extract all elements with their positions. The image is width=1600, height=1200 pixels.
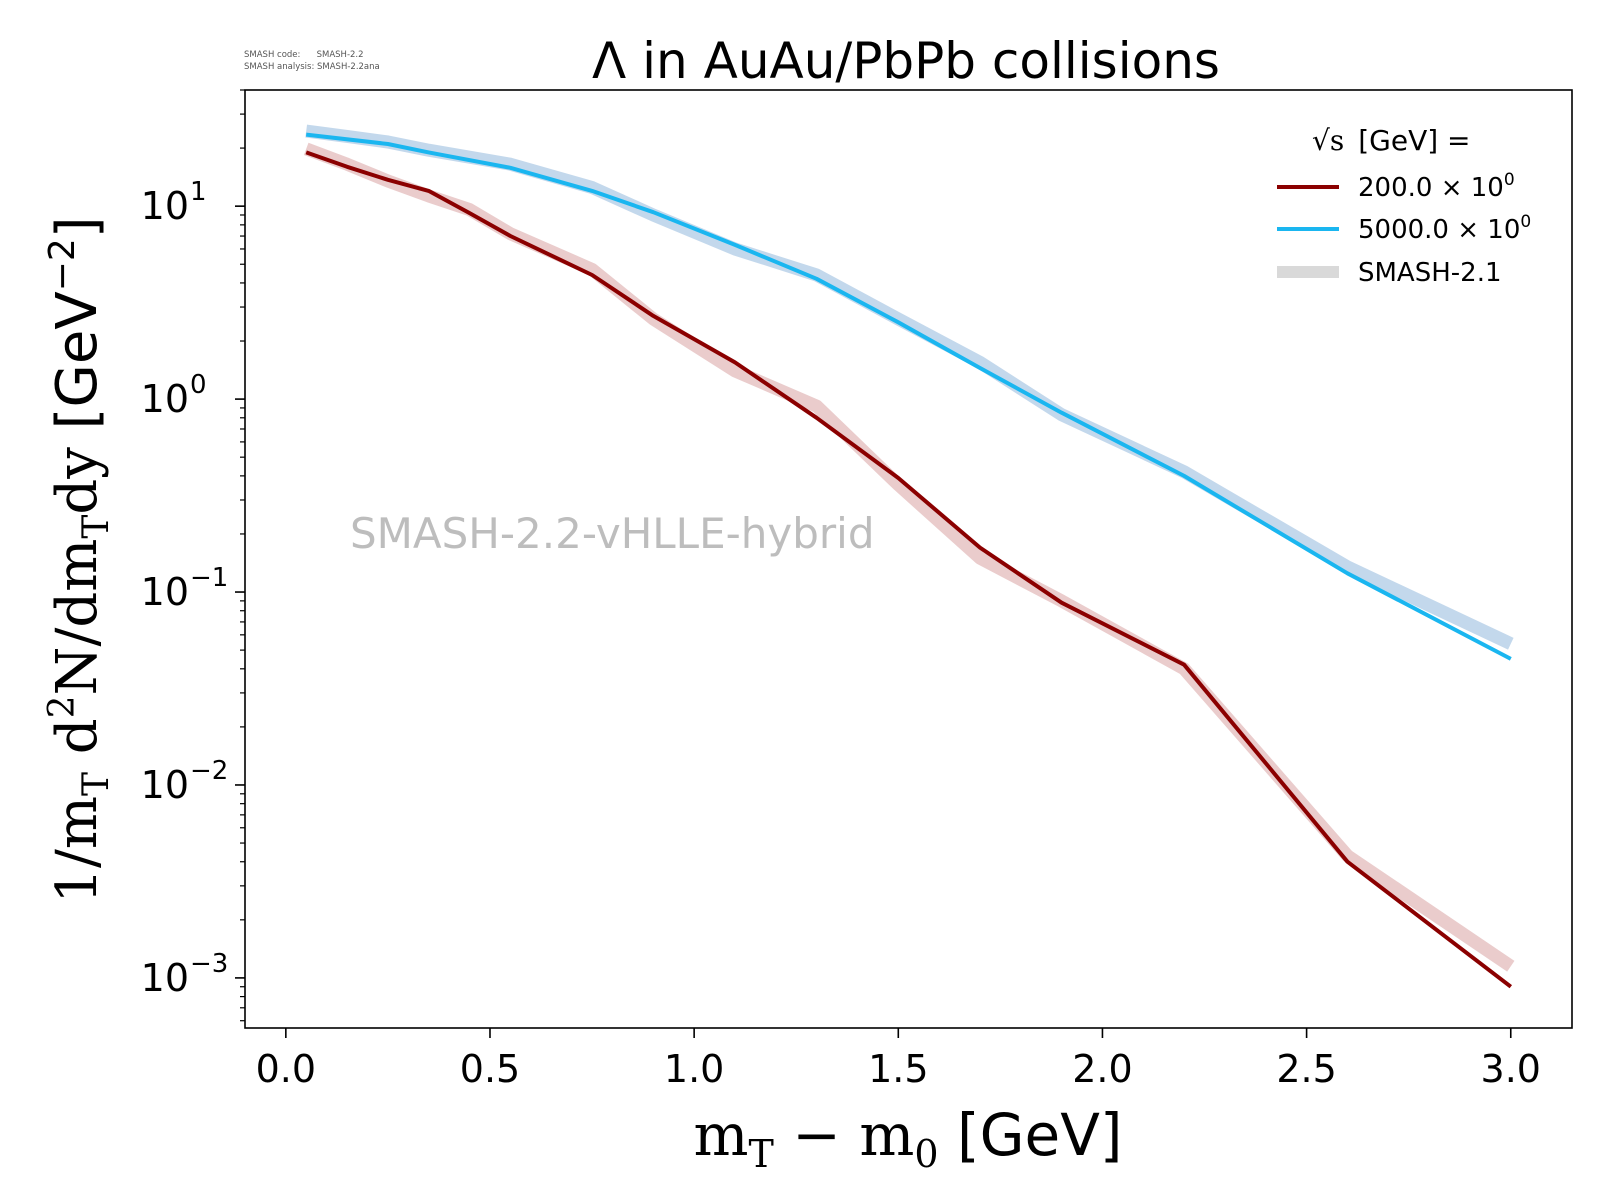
series-line-5000-0-10-0 — [305, 132, 1512, 661]
legend-label-smash21: SMASH-2.1 — [1358, 258, 1502, 288]
y-label-mid2: N/dm — [45, 539, 110, 696]
x-tick-label: 3.0 — [1481, 1047, 1541, 1091]
y-axis-label: 1/mT d2N/dmTdy [GeV−2] — [42, 216, 117, 903]
x-label-var2: m — [859, 1101, 914, 1169]
y-tick-label: 10 — [141, 570, 189, 614]
y-label-sub2: T — [76, 515, 117, 539]
y-tick-label: 10 — [141, 763, 189, 807]
y-tick-label: 10 — [141, 184, 189, 228]
x-tick-label: 1.5 — [868, 1047, 928, 1091]
meta-line-analysis: SMASH analysis: SMASH-2.2ana — [244, 62, 380, 72]
legend: √s [GeV] = 200.0 × 100 5000.0 × 100 SMASH… — [1277, 124, 1531, 288]
legend-title-text: [GeV] = — [1358, 124, 1470, 157]
series-lines — [305, 132, 1513, 989]
y-label-unit-sup: −2 — [42, 238, 83, 291]
plot-frame — [244, 89, 1573, 1029]
legend-label-5000: 5000.0 × 100 — [1358, 212, 1531, 245]
y-tick-label-exponent: −2 — [190, 756, 228, 786]
y-label-sub: T — [76, 772, 117, 796]
x-axis-ticks: 0.0 0.5 1.0 1.5 2.0 2.5 3.0 — [256, 1028, 1541, 1091]
y-label-mid1: d — [45, 718, 110, 772]
y-tick-label: 10 — [141, 956, 189, 1000]
x-tick-label: 2.5 — [1276, 1047, 1336, 1091]
y-label-unit: [GeV — [45, 291, 110, 447]
x-label-var1: m — [693, 1101, 748, 1169]
legend-label-5000-sup: 0 — [1520, 212, 1531, 232]
meta-line-code: SMASH code: SMASH-2.2 — [244, 50, 364, 60]
y-label-sup: 2 — [42, 695, 83, 718]
x-label-minus: − — [774, 1101, 859, 1169]
x-label-sub1: T — [748, 1132, 773, 1176]
legend-title-symbol: √s — [1312, 124, 1344, 157]
y-label-mid3: dy — [45, 447, 110, 515]
y-label-unit-close: ] — [45, 216, 110, 238]
y-tick-label: 10 — [141, 377, 189, 421]
y-tick-label-exponent: 0 — [190, 370, 207, 400]
series-line-200-0-10-0 — [305, 150, 1513, 989]
x-label-unit: [GeV] — [939, 1101, 1123, 1169]
x-tick-label: 2.0 — [1072, 1047, 1132, 1091]
y-tick-label-exponent: −1 — [190, 563, 228, 593]
legend-label-200-sup: 0 — [1504, 170, 1515, 190]
watermark: SMASH-2.2-vHLLE-hybrid — [350, 509, 875, 558]
legend-label-200-text: 200.0 × 10 — [1358, 173, 1504, 203]
legend-label-200: 200.0 × 100 — [1358, 170, 1515, 203]
y-tick-label-exponent: −3 — [190, 949, 228, 979]
x-label-sub2: 0 — [914, 1132, 938, 1176]
y-label-prefix: 1/m — [45, 796, 110, 904]
x-tick-label: 0.5 — [460, 1047, 520, 1091]
x-axis-label: mT − m0 [GeV] — [693, 1101, 1122, 1176]
y-tick-label-exponent: 1 — [190, 177, 207, 207]
x-tick-label: 0.0 — [256, 1047, 316, 1091]
legend-label-5000-text: 5000.0 × 10 — [1358, 215, 1520, 245]
legend-title: √s [GeV] = — [1312, 124, 1471, 157]
x-tick-label: 1.0 — [664, 1047, 724, 1091]
chart-title: Λ in AuAu/PbPb collisions — [592, 32, 1220, 90]
